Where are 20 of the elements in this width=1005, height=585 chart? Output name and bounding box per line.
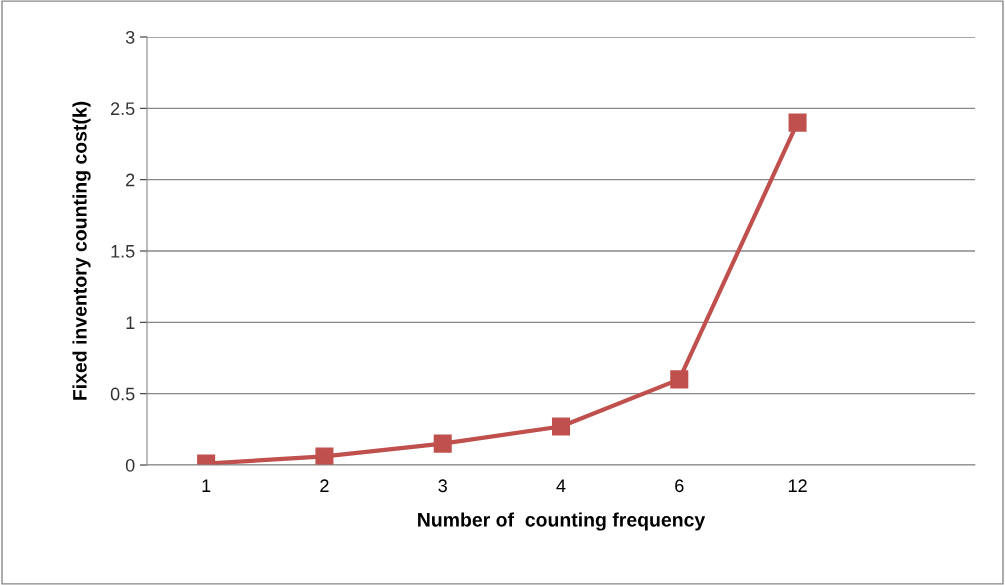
y-tick-label: 3 [125, 30, 135, 44]
x-tick-label: 3 [438, 479, 447, 493]
y-tick-label: 0.5 [110, 387, 135, 401]
x-tick-label: 1 [202, 479, 211, 492]
x-axis-title: Number of counting frequency [418, 512, 706, 531]
y-tick-label: 2 [126, 173, 135, 187]
y-tick-label: 1 [126, 316, 135, 329]
point [551, 417, 571, 436]
x-tick-label: 6 [675, 479, 684, 493]
y-tick-label: 1.5 [111, 245, 135, 258]
y-axis-title: Fixed inventory counting cost(k) [72, 101, 91, 400]
point [788, 113, 807, 132]
x-tick-label: 2 [320, 479, 329, 492]
point [315, 447, 334, 465]
x-tick-label: 12 [788, 479, 807, 492]
x-tick-label: 4 [556, 479, 566, 492]
point [433, 434, 452, 453]
point [670, 370, 689, 389]
y-tick-label: 2.5 [111, 102, 135, 116]
y-tick-label: 0 [125, 458, 135, 472]
